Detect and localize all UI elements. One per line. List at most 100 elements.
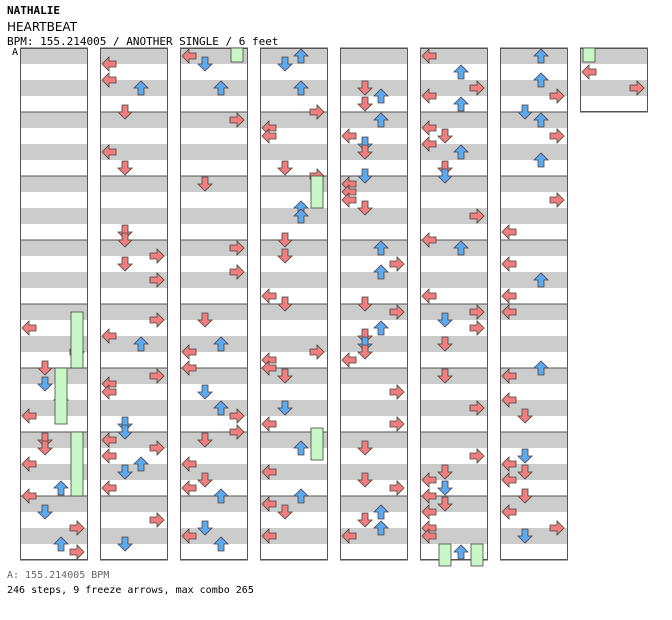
down-arrow-icon [117,232,133,248]
beat-stripe [180,112,248,128]
down-arrow-icon [117,224,133,240]
down-arrow-icon [357,440,373,456]
beat-stripe [340,464,408,480]
column-border [420,48,488,560]
left-arrow-icon [101,432,117,448]
up-arrow-icon [53,480,69,496]
up-arrow-icon [373,320,389,336]
beat-stripe [500,368,568,384]
beat-stripe [260,400,328,416]
column-border [260,48,328,560]
down-arrow-icon [357,512,373,528]
beat-stripe [580,48,648,64]
beat-stripe [580,80,648,96]
down-arrow-icon [437,336,453,352]
down-arrow-icon [517,104,533,120]
beat-stripe [420,336,488,352]
beat-stripe [260,240,328,256]
down-arrow-icon [197,176,213,192]
up-arrow-icon [533,72,549,88]
down-arrow-icon [357,80,373,96]
down-arrow-icon [517,408,533,424]
beat-stripe [500,208,568,224]
down-arrow-icon [357,472,373,488]
beat-stripe [20,112,88,128]
beat-stripe [500,176,568,192]
down-arrow-icon [197,472,213,488]
beat-stripe [100,432,168,448]
beat-stripe [180,304,248,320]
left-arrow-icon [21,456,37,472]
beat-stripe [340,144,408,160]
down-arrow-icon [37,360,53,376]
beat-stripe [420,208,488,224]
up-arrow-icon [293,208,309,224]
beat-stripe [20,240,88,256]
right-arrow-icon [549,192,565,208]
beat-stripe [420,304,488,320]
beat-stripe [500,144,568,160]
left-arrow-icon [261,128,277,144]
beat-stripe [260,112,328,128]
right-arrow-icon [229,240,245,256]
beat-stripe [100,208,168,224]
freeze-arrow [230,47,244,63]
beat-stripe [260,336,328,352]
left-arrow-icon [501,256,517,272]
beat-stripe [20,208,88,224]
left-arrow-icon [501,288,517,304]
up-arrow-icon [293,488,309,504]
right-arrow-icon [309,344,325,360]
down-arrow-icon [197,520,213,536]
right-arrow-icon [469,400,485,416]
beat-stripe [420,368,488,384]
beat-stripe [500,400,568,416]
down-arrow-icon [277,368,293,384]
left-arrow-icon [421,488,437,504]
bpm-marker: A [12,47,19,58]
left-arrow-icon [421,232,437,248]
left-arrow-icon [101,448,117,464]
beat-stripe [420,400,488,416]
down-arrow-icon [517,528,533,544]
artist-name: NATHALIE [7,4,60,17]
right-arrow-icon [389,416,405,432]
down-arrow-icon [117,424,133,440]
beat-stripe [20,496,88,512]
right-arrow-icon [389,256,405,272]
beat-stripe [340,80,408,96]
up-arrow-icon [533,272,549,288]
down-arrow-icon [277,504,293,520]
left-arrow-icon [261,528,277,544]
beat-stripe [260,304,328,320]
right-arrow-icon [629,80,645,96]
beat-stripe [20,528,88,544]
left-arrow-icon [181,456,197,472]
left-arrow-icon [181,360,197,376]
freeze-arrow [438,543,452,567]
up-arrow-icon [213,400,229,416]
right-arrow-icon [149,368,165,384]
right-arrow-icon [469,208,485,224]
beat-stripe [500,464,568,480]
down-arrow-icon [37,440,53,456]
beat-stripe [100,144,168,160]
right-arrow-icon [549,88,565,104]
beat-stripe [340,432,408,448]
up-arrow-icon [533,360,549,376]
down-arrow-icon [437,312,453,328]
left-arrow-icon [501,456,517,472]
left-arrow-icon [581,64,597,80]
down-arrow-icon [357,344,373,360]
down-arrow-icon [517,448,533,464]
right-arrow-icon [229,264,245,280]
beat-stripe [420,272,488,288]
beat-stripe [100,304,168,320]
down-arrow-icon [197,384,213,400]
left-arrow-icon [501,472,517,488]
beat-stripe [340,336,408,352]
freeze-arrow [54,367,68,425]
beat-stripe [100,528,168,544]
down-arrow-icon [357,328,373,344]
